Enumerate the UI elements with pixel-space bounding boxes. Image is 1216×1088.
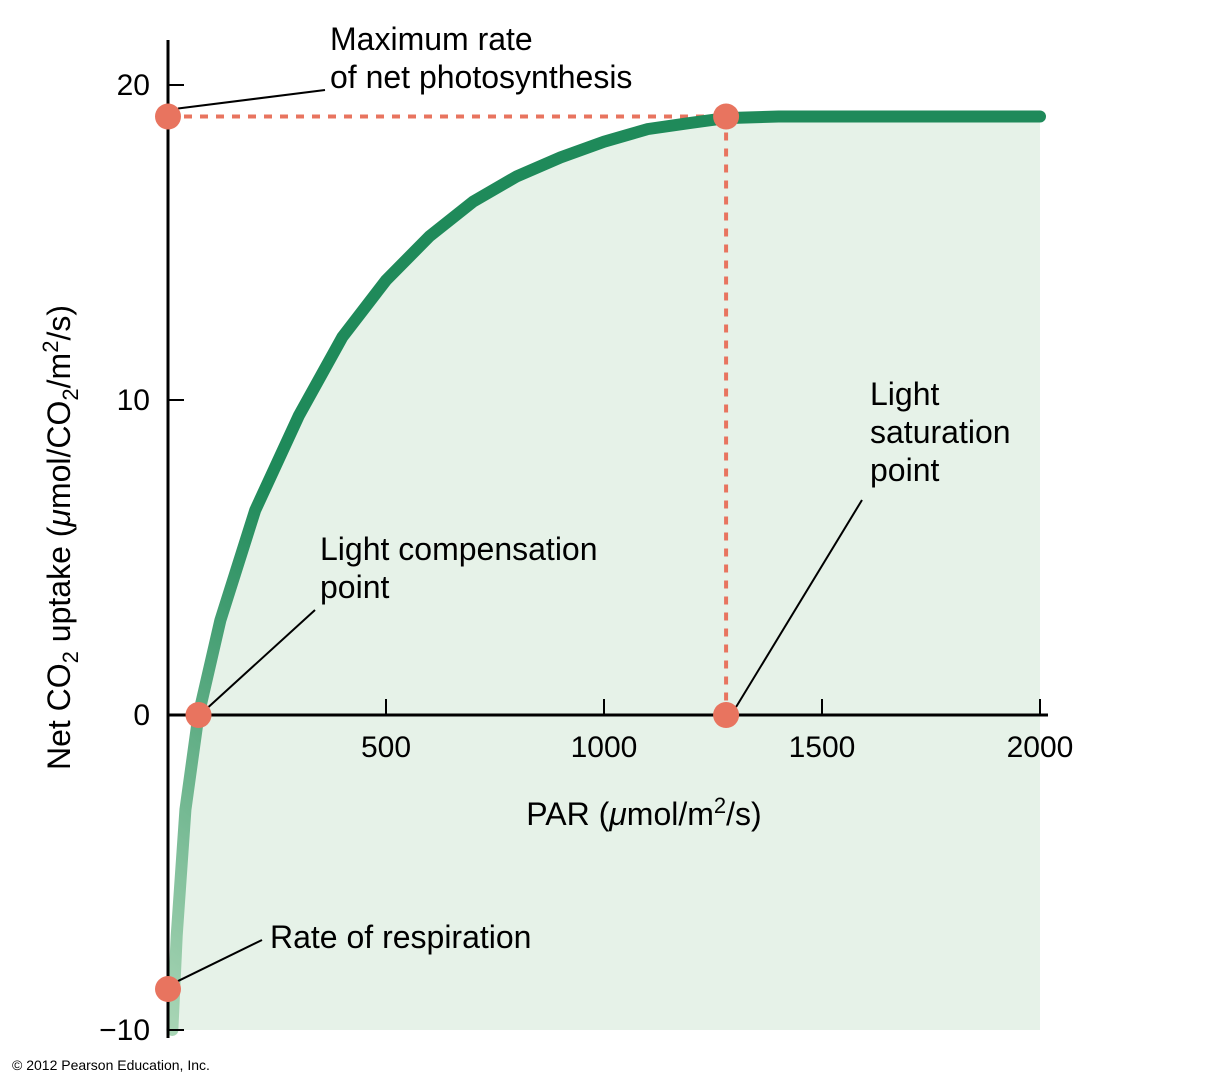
y-tick-label: 10 — [117, 384, 150, 417]
saturation-label: Light — [870, 376, 940, 412]
shaded-region — [172, 117, 1040, 1031]
x-tick-label: 1000 — [571, 731, 638, 764]
marker-saturation-curve — [713, 104, 739, 130]
max-rate-label-line — [178, 90, 325, 109]
x-tick-label: 1500 — [789, 731, 856, 764]
y-tick-label: 20 — [117, 69, 150, 102]
marker-compensation — [186, 702, 212, 728]
y-axis-label: Net CO2 uptake (μmol/CO2/m2/s) — [38, 305, 83, 770]
respiration-label: Rate of respiration — [270, 919, 531, 955]
max-rate-label: Maximum rate — [330, 21, 533, 57]
marker-max-rate — [155, 104, 181, 130]
x-tick-label: 2000 — [1007, 731, 1074, 764]
compensation-label: point — [320, 569, 390, 605]
compensation-label: Light compensation — [320, 531, 598, 567]
x-tick-label: 500 — [361, 731, 411, 764]
marker-saturation-axis — [713, 702, 739, 728]
max-rate-label: of net photosynthesis — [330, 59, 632, 95]
y-tick-label: −10 — [99, 1014, 150, 1047]
marker-respiration — [155, 976, 181, 1002]
photosynthesis-chart: 500 1000 1500 2000 −10 0 10 20 PAR (μmol/m2/s) Ne… — [0, 0, 1216, 1088]
chart-svg: 500 1000 1500 2000 −10 0 10 20 PAR (μmol/m2/s) Ne… — [0, 0, 1216, 1088]
y-tick-label: 0 — [133, 699, 150, 732]
saturation-label: saturation — [870, 414, 1011, 450]
x-axis-label: PAR (μmol/m2/s) — [526, 793, 761, 832]
copyright-text: © 2012 Pearson Education, Inc. — [12, 1057, 210, 1073]
saturation-label: point — [870, 452, 940, 488]
